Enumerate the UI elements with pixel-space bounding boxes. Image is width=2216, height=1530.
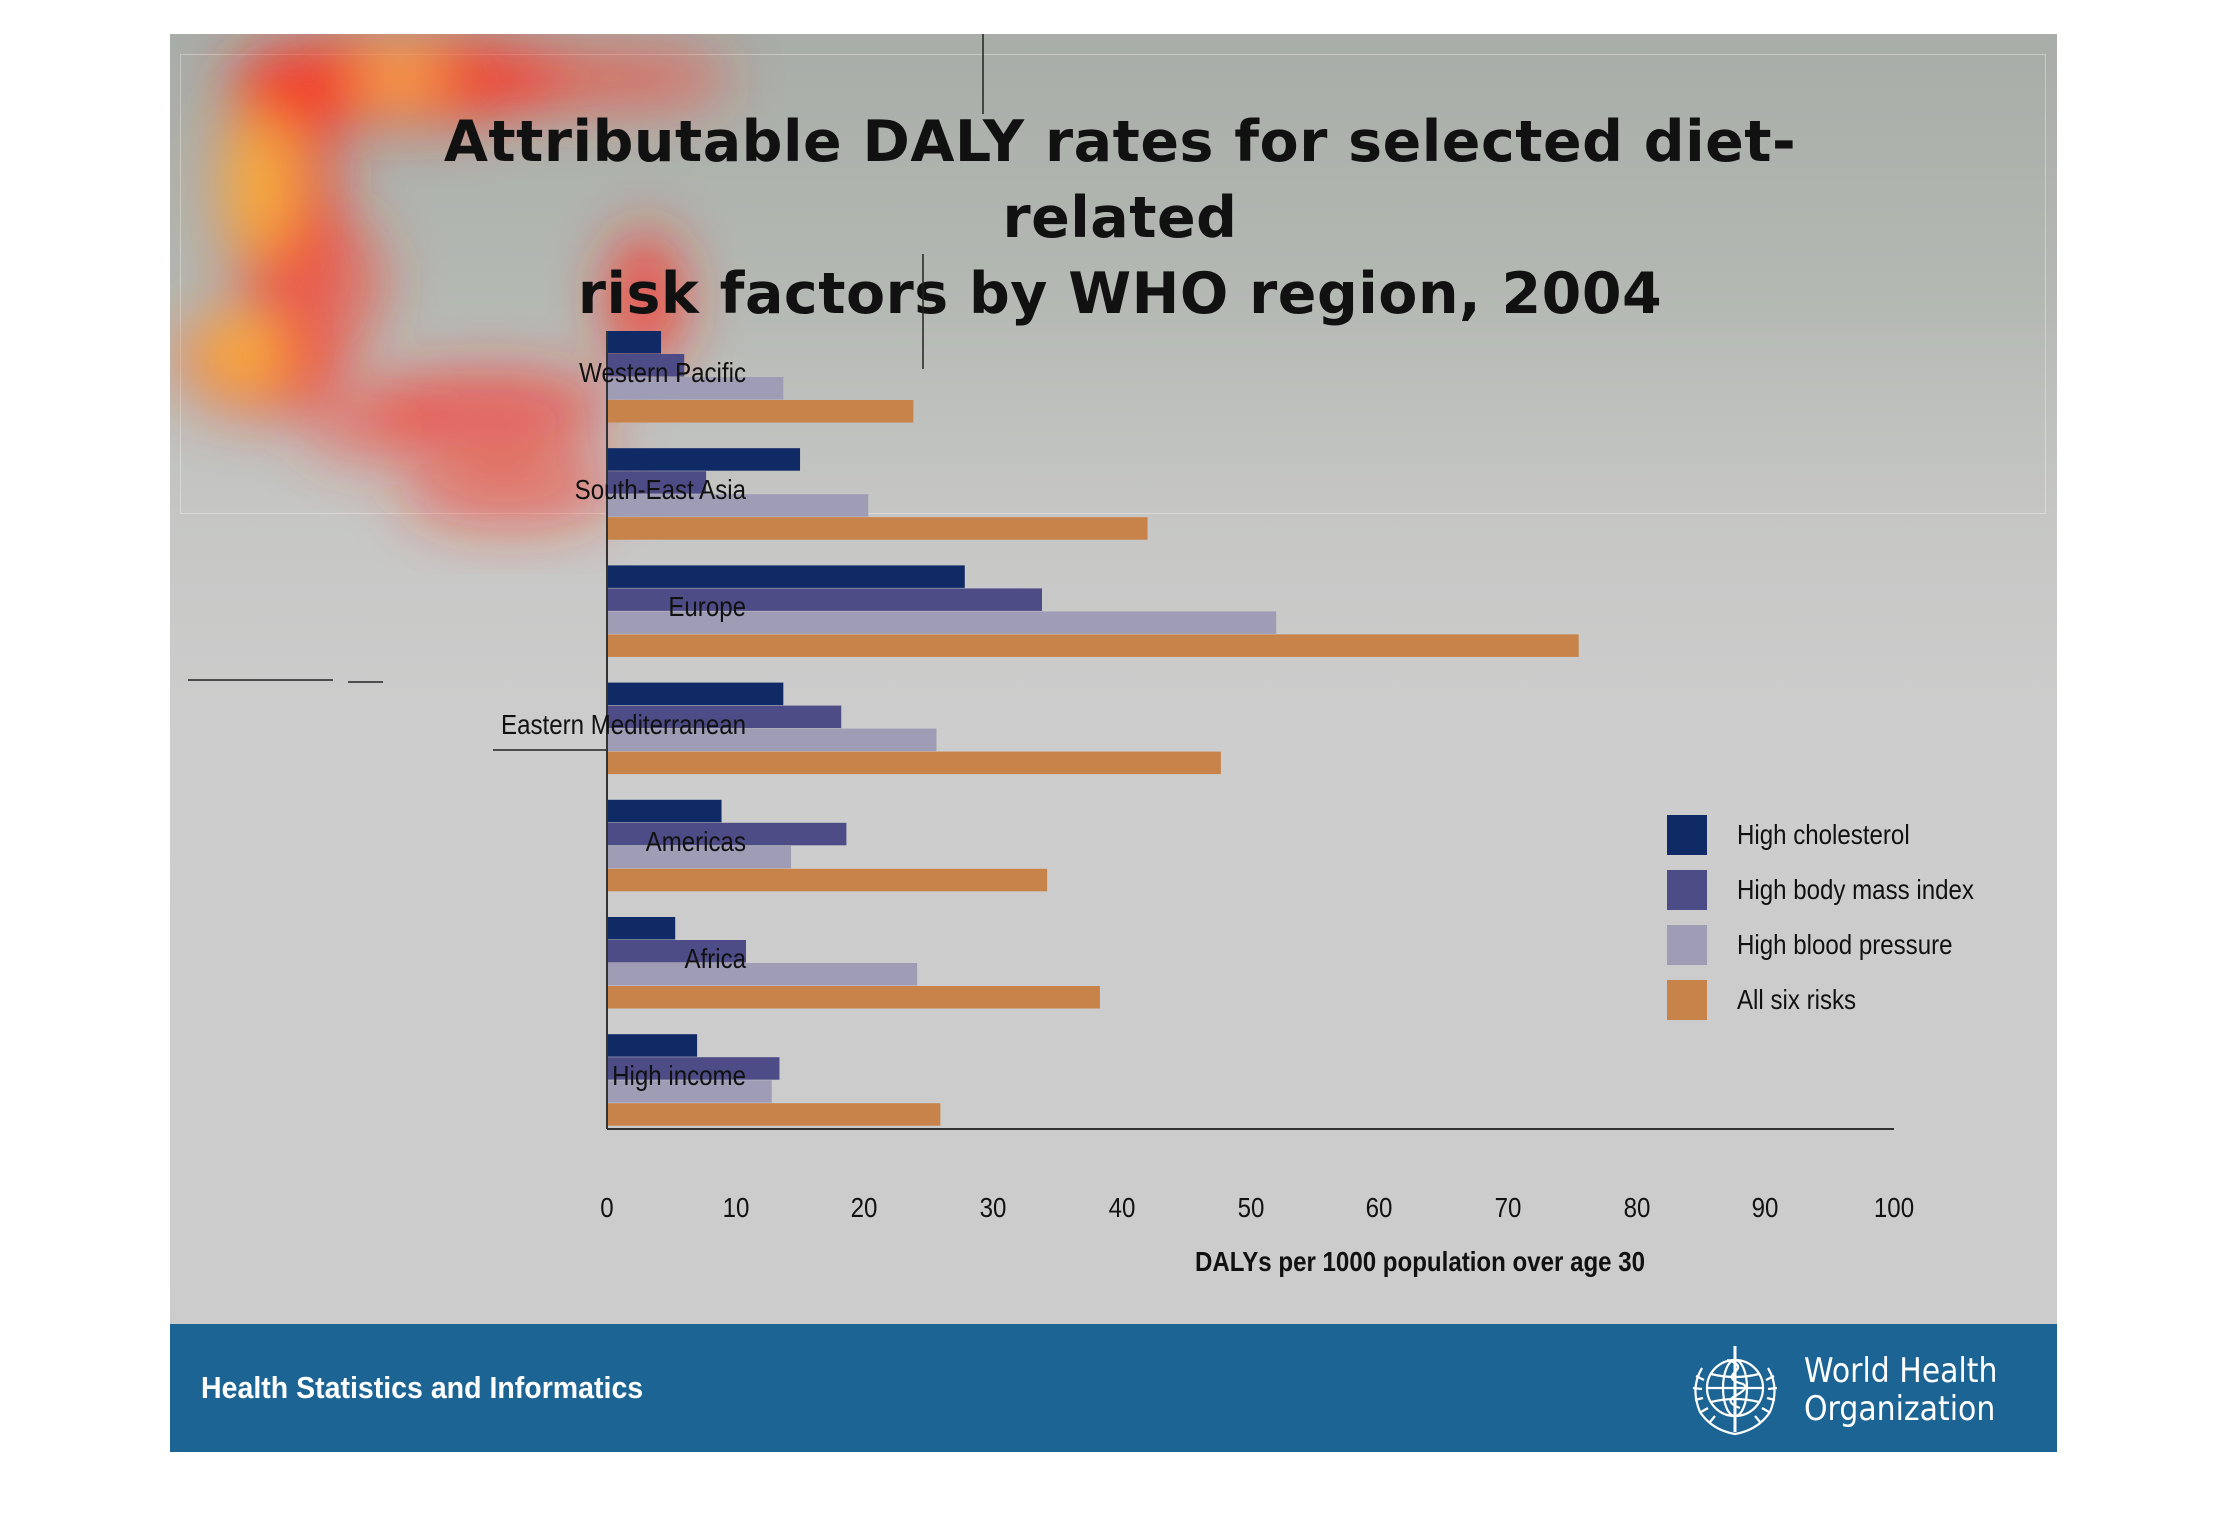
x-tick-label: 30 xyxy=(979,1192,1007,1223)
legend-swatch xyxy=(1667,870,1707,910)
footer-bar: Health Statistics and Informatics World … xyxy=(170,1324,2057,1452)
x-tick-label: 70 xyxy=(1494,1192,1522,1223)
who-emblem-icon xyxy=(1692,1346,1778,1436)
bar-western-pacific-all-six-risks xyxy=(607,400,914,423)
bar-eastern-mediterranean-high-cholesterol xyxy=(607,682,784,706)
bar-eastern-mediterranean-high-body-mass-index xyxy=(607,705,842,729)
bar-africa-all-six-risks xyxy=(607,986,1100,1009)
legend-swatch xyxy=(1667,980,1707,1020)
region-label-high-income: High income xyxy=(612,1060,746,1092)
bar-americas-high-cholesterol xyxy=(607,799,722,823)
region-label-western-pacific: Western Pacific xyxy=(579,357,746,388)
bar-europe-high-body-mass-index xyxy=(607,588,1043,611)
bar-chart xyxy=(188,34,1894,1130)
legend-label: High cholesterol xyxy=(1737,819,1910,850)
x-tick-label: 20 xyxy=(850,1192,878,1223)
region-label-eastern-mediterranean: Eastern Mediterranean xyxy=(501,708,746,740)
bar-africa-high-blood-pressure xyxy=(607,963,918,986)
who-name: World Health Organization xyxy=(1804,1352,1998,1428)
bar-europe-high-cholesterol xyxy=(607,565,965,588)
region-label-south-east-asia: South-East Asia xyxy=(574,474,746,506)
bar-americas-all-six-risks xyxy=(607,868,1048,892)
bar-south-east-asia-high-cholesterol xyxy=(607,448,801,471)
x-tick-label: 50 xyxy=(1237,1192,1264,1223)
region-label-americas: Americas xyxy=(645,825,746,857)
bar-western-pacific-high-blood-pressure xyxy=(607,377,784,400)
x-tick-label: 100 xyxy=(1873,1192,1915,1223)
legend-swatch xyxy=(1667,815,1707,855)
region-label-africa: Africa xyxy=(684,943,746,974)
slide: Attributable DALY rates for selected die… xyxy=(170,34,2057,1452)
region-label-europe: Europe xyxy=(668,591,746,623)
bar-africa-high-cholesterol xyxy=(607,917,676,940)
x-tick-label: 80 xyxy=(1623,1192,1650,1223)
legend-label: High blood pressure xyxy=(1737,929,1953,960)
x-tick-label: 10 xyxy=(722,1192,750,1223)
x-axis-label: DALYs per 1000 population over age 30 xyxy=(1194,1246,1646,1277)
legend-label: High body mass index xyxy=(1737,874,1974,905)
bar-high-income-high-blood-pressure xyxy=(607,1080,772,1103)
bar-south-east-asia-all-six-risks xyxy=(607,517,1148,540)
bar-western-pacific-high-cholesterol xyxy=(607,331,662,354)
bar-high-income-all-six-risks xyxy=(607,1103,941,1126)
footer-text: Health Statistics and Informatics xyxy=(201,1370,644,1405)
chart-title-line-2: risk factors by WHO region, 2004 xyxy=(577,261,1663,327)
bar-high-income-high-cholesterol xyxy=(607,1034,698,1057)
who-name-line-1: World Health xyxy=(1804,1351,1998,1391)
bar-south-east-asia-high-body-mass-index xyxy=(607,471,707,494)
bar-africa-high-body-mass-index xyxy=(607,940,746,963)
bar-high-income-high-body-mass-index xyxy=(607,1057,780,1080)
chart-title-line-1: Attributable DALY rates for selected die… xyxy=(443,109,1797,251)
header-frame xyxy=(180,54,2046,514)
bar-western-pacific-high-body-mass-index xyxy=(607,354,685,377)
bar-eastern-mediterranean-high-blood-pressure xyxy=(607,728,937,752)
x-tick-label: 60 xyxy=(1365,1192,1393,1223)
bar-americas-high-body-mass-index xyxy=(607,822,847,846)
bar-south-east-asia-high-blood-pressure xyxy=(607,494,869,517)
bar-europe-all-six-risks xyxy=(607,634,1579,657)
legend-label: All six risks xyxy=(1737,984,1857,1015)
x-tick-label: 40 xyxy=(1108,1192,1136,1223)
who-name-line-2: Organization xyxy=(1804,1389,1996,1429)
chart-title: Attributable DALY rates for selected die… xyxy=(340,104,1900,332)
x-tick-label: 0 xyxy=(600,1192,614,1223)
bar-eastern-mediterranean-all-six-risks xyxy=(607,751,1221,775)
legend-swatch xyxy=(1667,925,1707,965)
bar-europe-high-blood-pressure xyxy=(607,611,1277,634)
x-tick-label: 90 xyxy=(1751,1192,1779,1223)
bar-americas-high-blood-pressure xyxy=(607,845,792,869)
